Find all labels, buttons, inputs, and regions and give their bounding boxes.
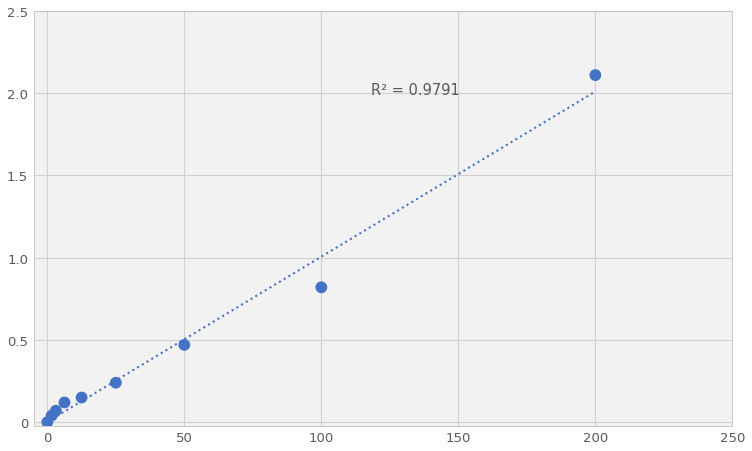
Point [178,341,190,349]
Point [41,419,53,426]
Point [50,407,62,414]
Text: R² = 0.9791: R² = 0.9791 [371,83,459,98]
Point [75,394,87,401]
Point [59,399,71,406]
Point [590,72,602,79]
Point [110,379,122,387]
Point [46,412,58,419]
Point [315,284,327,291]
